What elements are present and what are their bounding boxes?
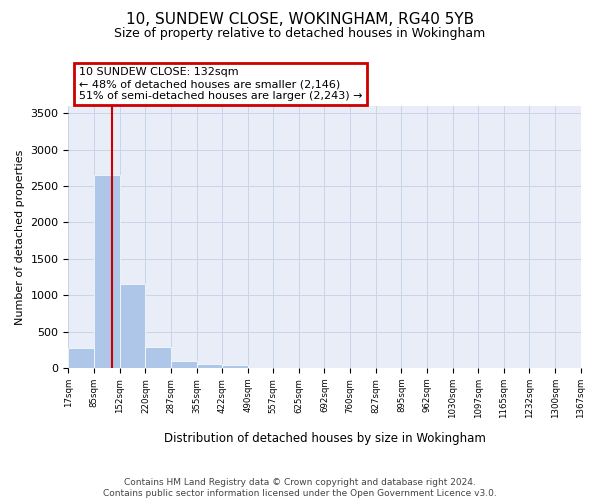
Text: Contains HM Land Registry data © Crown copyright and database right 2024.
Contai: Contains HM Land Registry data © Crown c… [103, 478, 497, 498]
Text: Size of property relative to detached houses in Wokingham: Size of property relative to detached ho… [115, 28, 485, 40]
Bar [94, 175, 119, 368]
Bar [222, 365, 248, 368]
Bar [68, 348, 94, 368]
Text: 10, SUNDEW CLOSE, WOKINGHAM, RG40 5YB: 10, SUNDEW CLOSE, WOKINGHAM, RG40 5YB [126, 12, 474, 28]
Y-axis label: Number of detached properties: Number of detached properties [15, 150, 25, 324]
Bar [145, 348, 171, 368]
Text: 10 SUNDEW CLOSE: 132sqm
← 48% of detached houses are smaller (2,146)
51% of semi: 10 SUNDEW CLOSE: 132sqm ← 48% of detache… [79, 68, 362, 100]
Bar [119, 284, 145, 368]
X-axis label: Distribution of detached houses by size in Wokingham: Distribution of detached houses by size … [164, 432, 485, 445]
Bar [171, 360, 197, 368]
Bar [197, 364, 222, 368]
